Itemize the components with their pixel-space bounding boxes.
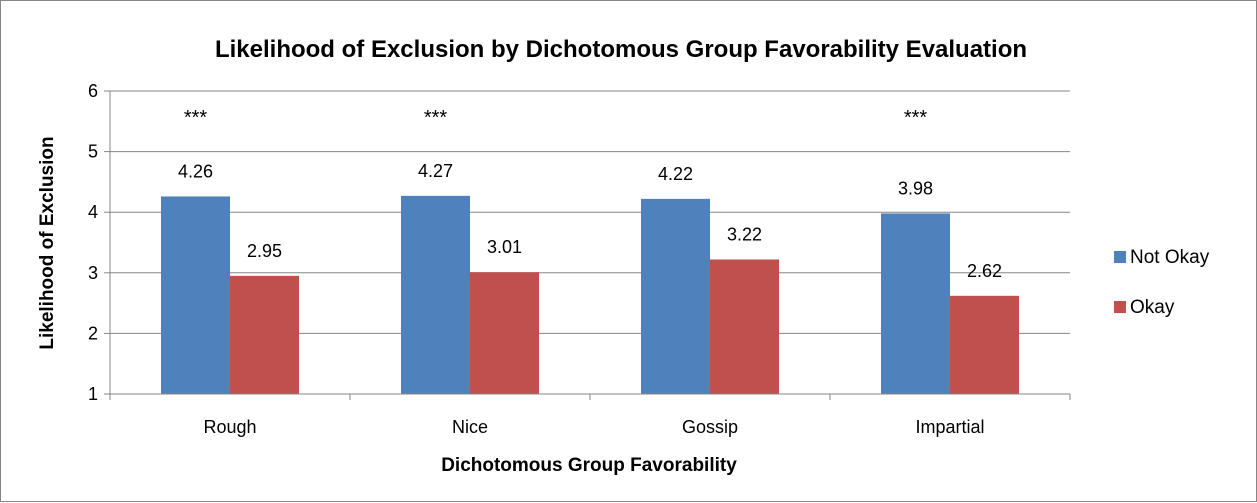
x-tick-label: Nice xyxy=(452,417,488,437)
legend-swatch xyxy=(1114,251,1126,263)
x-tick-label: Rough xyxy=(203,417,256,437)
x-axis-title: Dichotomous Group Favorability xyxy=(441,455,737,476)
bar-not-okay-rough xyxy=(161,196,230,394)
y-tick-label: 5 xyxy=(88,142,98,162)
data-label: 3.98 xyxy=(898,178,933,198)
x-tick-labels: Rough Nice Gossip Impartial xyxy=(203,417,984,437)
y-tick-label: 2 xyxy=(88,323,98,343)
y-axis-title: Likelihood of Exclusion xyxy=(37,136,58,349)
data-labels: 4.26 2.95 4.27 3.01 4.22 3.22 3.98 2.62 xyxy=(178,161,1002,281)
legend: Not Okay Okay xyxy=(1114,247,1210,318)
data-label: 3.22 xyxy=(727,224,762,244)
data-label: 3.01 xyxy=(487,237,522,257)
significance-markers: *** *** *** xyxy=(184,107,928,129)
y-tick-label: 6 xyxy=(88,81,98,101)
y-tick-label: 1 xyxy=(88,384,98,404)
bar-okay-nice xyxy=(470,272,539,394)
y-tick-label: 3 xyxy=(88,263,98,283)
legend-swatch xyxy=(1114,301,1126,313)
data-label: 4.27 xyxy=(418,161,453,181)
data-label: 4.26 xyxy=(178,161,213,181)
x-tick-label: Impartial xyxy=(915,417,984,437)
bar-okay-rough xyxy=(230,275,299,394)
x-tick-label: Gossip xyxy=(682,417,738,437)
legend-label: Okay xyxy=(1130,297,1175,318)
data-label: 4.22 xyxy=(658,164,693,184)
bar-okay-impartial xyxy=(950,295,1019,394)
data-label: 2.62 xyxy=(967,261,1002,281)
chart-title: Likelihood of Exclusion by Dichotomous G… xyxy=(215,36,1027,63)
significance-marker: *** xyxy=(424,107,448,129)
y-tick-label: 4 xyxy=(88,202,98,222)
legend-label: Not Okay xyxy=(1130,247,1210,268)
significance-marker: *** xyxy=(904,107,928,129)
y-tick-labels: 1 2 3 4 5 6 xyxy=(88,81,98,404)
bar-not-okay-nice xyxy=(401,195,470,394)
bar-not-okay-gossip xyxy=(641,198,710,394)
bars xyxy=(161,195,1019,394)
data-label: 2.95 xyxy=(247,241,282,261)
bar-okay-gossip xyxy=(710,259,779,394)
bar-not-okay-impartial xyxy=(881,213,950,394)
significance-marker: *** xyxy=(184,107,208,129)
